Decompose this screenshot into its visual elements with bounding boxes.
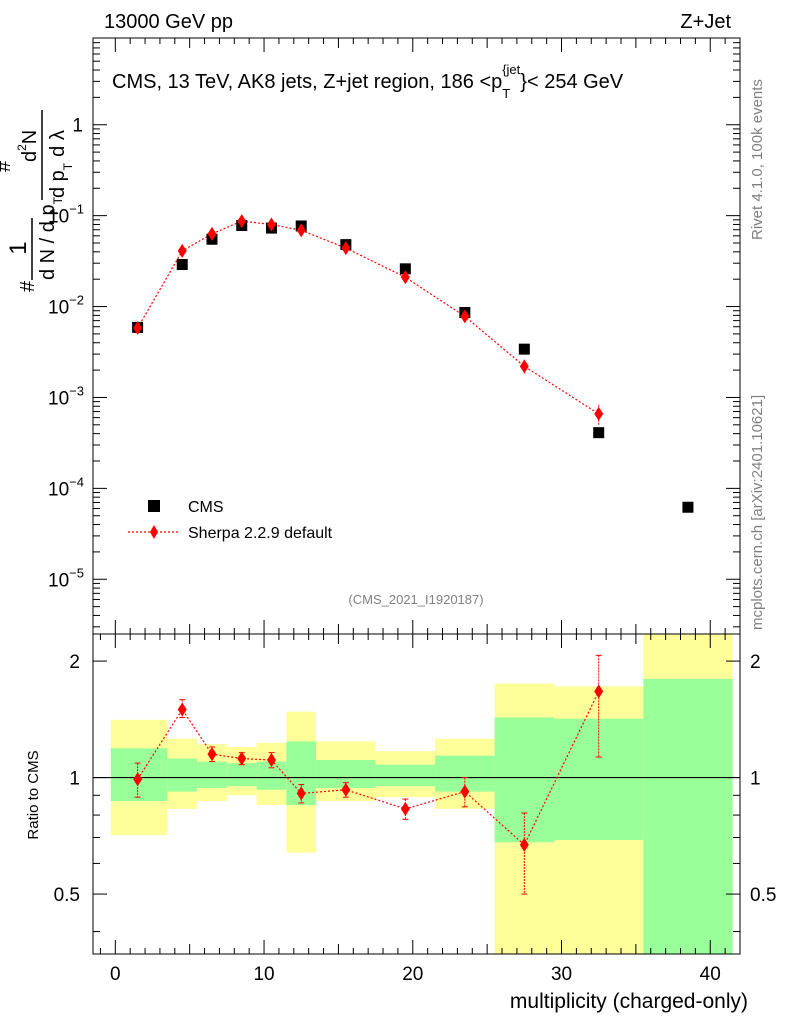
sherpa-point <box>266 217 276 232</box>
ratio-band-inner <box>494 717 555 843</box>
ratio-band-inner <box>197 761 227 788</box>
analysis-watermark: (CMS_2021_I1920187) <box>348 592 483 607</box>
sherpa-point <box>460 309 470 324</box>
cms-data-point <box>518 343 530 355</box>
main-y-tick-label: 10−5 <box>48 565 84 591</box>
x-tick-label: 10 <box>253 964 274 985</box>
main-panel: 1 10−1 10−2 10−3 10−4 10−5 <box>48 37 741 635</box>
sherpa-line <box>137 220 600 415</box>
cms-data-point <box>682 501 694 513</box>
ratio-y-tick-label-right: 1 <box>750 769 761 790</box>
sherpa-point <box>519 359 529 374</box>
sherpa-point <box>207 226 217 241</box>
main-y-tick-label: 10−3 <box>48 383 84 409</box>
x-tick-label: 20 <box>402 964 423 985</box>
ratio-y-tick-label-left: 2 <box>69 652 80 673</box>
chart-title: CMS, 13 TeV, AK8 jets, Z+jet region, 186… <box>112 62 624 101</box>
svg-text:d N / d pT: d N / d pT <box>37 196 65 280</box>
sherpa-point <box>594 406 604 421</box>
ratio-point <box>266 753 276 768</box>
sherpa-point <box>341 241 351 256</box>
main-y-tick-label: 1 <box>72 116 83 137</box>
svg-text:1: 1 <box>5 241 32 254</box>
ratio-point <box>237 751 247 766</box>
x-tick-label: 40 <box>700 964 721 985</box>
cms-data-point <box>176 259 188 271</box>
x-axis-label: multiplicity (charged-only) <box>510 990 748 1013</box>
legend-sherpa-marker <box>150 525 158 539</box>
ratio-band-inner <box>167 758 198 792</box>
main-y-tick-label: 10−2 <box>48 293 84 319</box>
ratio-point <box>177 702 187 717</box>
ratio-y-axis-label: Ratio to CMS <box>25 750 42 839</box>
svg-text:#: # <box>17 280 39 292</box>
legend-cms-marker <box>148 500 160 512</box>
ratio-band-inner <box>226 763 257 787</box>
ratio-point <box>133 772 143 787</box>
ratio-y-tick-label-right: 0.5 <box>750 885 776 906</box>
ratio-point <box>207 747 217 762</box>
ratio-frame <box>92 633 741 955</box>
ratio-panel: 0.5 0.51 12 20 10 20 30 40 <box>54 633 776 985</box>
main-y-axis-label: # 1 d N / d pT # d2N d pTd λ <box>0 110 75 292</box>
x-tick-label: 30 <box>551 964 572 985</box>
side-rivet-label: Rivet 4.1.0, 100k events <box>749 79 766 240</box>
cms-data-point <box>593 427 605 439</box>
sherpa-point <box>400 270 410 285</box>
header-right: Z+Jet <box>680 11 731 33</box>
ratio-y-tick-label-right: 2 <box>750 652 761 673</box>
sherpa-point <box>133 321 143 336</box>
sherpa-point <box>296 223 306 238</box>
ratio-point <box>296 786 306 801</box>
ratio-band-inner <box>375 764 436 787</box>
cms-data-point <box>399 263 411 275</box>
ratio-point <box>460 784 470 799</box>
legend-cms-label: CMS <box>188 499 224 516</box>
sherpa-point <box>177 243 187 258</box>
legend-sherpa-label: Sherpa 2.2.9 default <box>188 525 333 542</box>
ratio-point <box>594 684 604 699</box>
legend: CMS Sherpa 2.2.9 default <box>128 499 333 542</box>
ratio-band-inner <box>554 718 644 840</box>
svg-text:#: # <box>0 160 15 172</box>
x-tick-label: 0 <box>110 964 121 985</box>
main-frame <box>92 37 741 635</box>
ratio-point <box>400 801 410 816</box>
svg-text:d pTd λ: d pTd λ <box>47 130 75 198</box>
main-y-tick-label: 10−4 <box>48 474 84 500</box>
svg-text:d2N: d2N <box>15 130 41 162</box>
ratio-point <box>519 837 529 852</box>
ratio-y-tick-label-left: 1 <box>69 769 80 790</box>
ratio-point <box>341 782 351 797</box>
sherpa-point <box>237 214 247 229</box>
ratio-y-tick-label-left: 0.5 <box>54 885 80 906</box>
header-left: 13000 GeV pp <box>104 11 233 33</box>
main-y-tick-label: 10−1 <box>48 202 84 228</box>
side-mcplots-label: mcplots.cern.ch [arXiv:2401.10621] <box>749 395 766 630</box>
ratio-band-inner <box>643 678 733 954</box>
